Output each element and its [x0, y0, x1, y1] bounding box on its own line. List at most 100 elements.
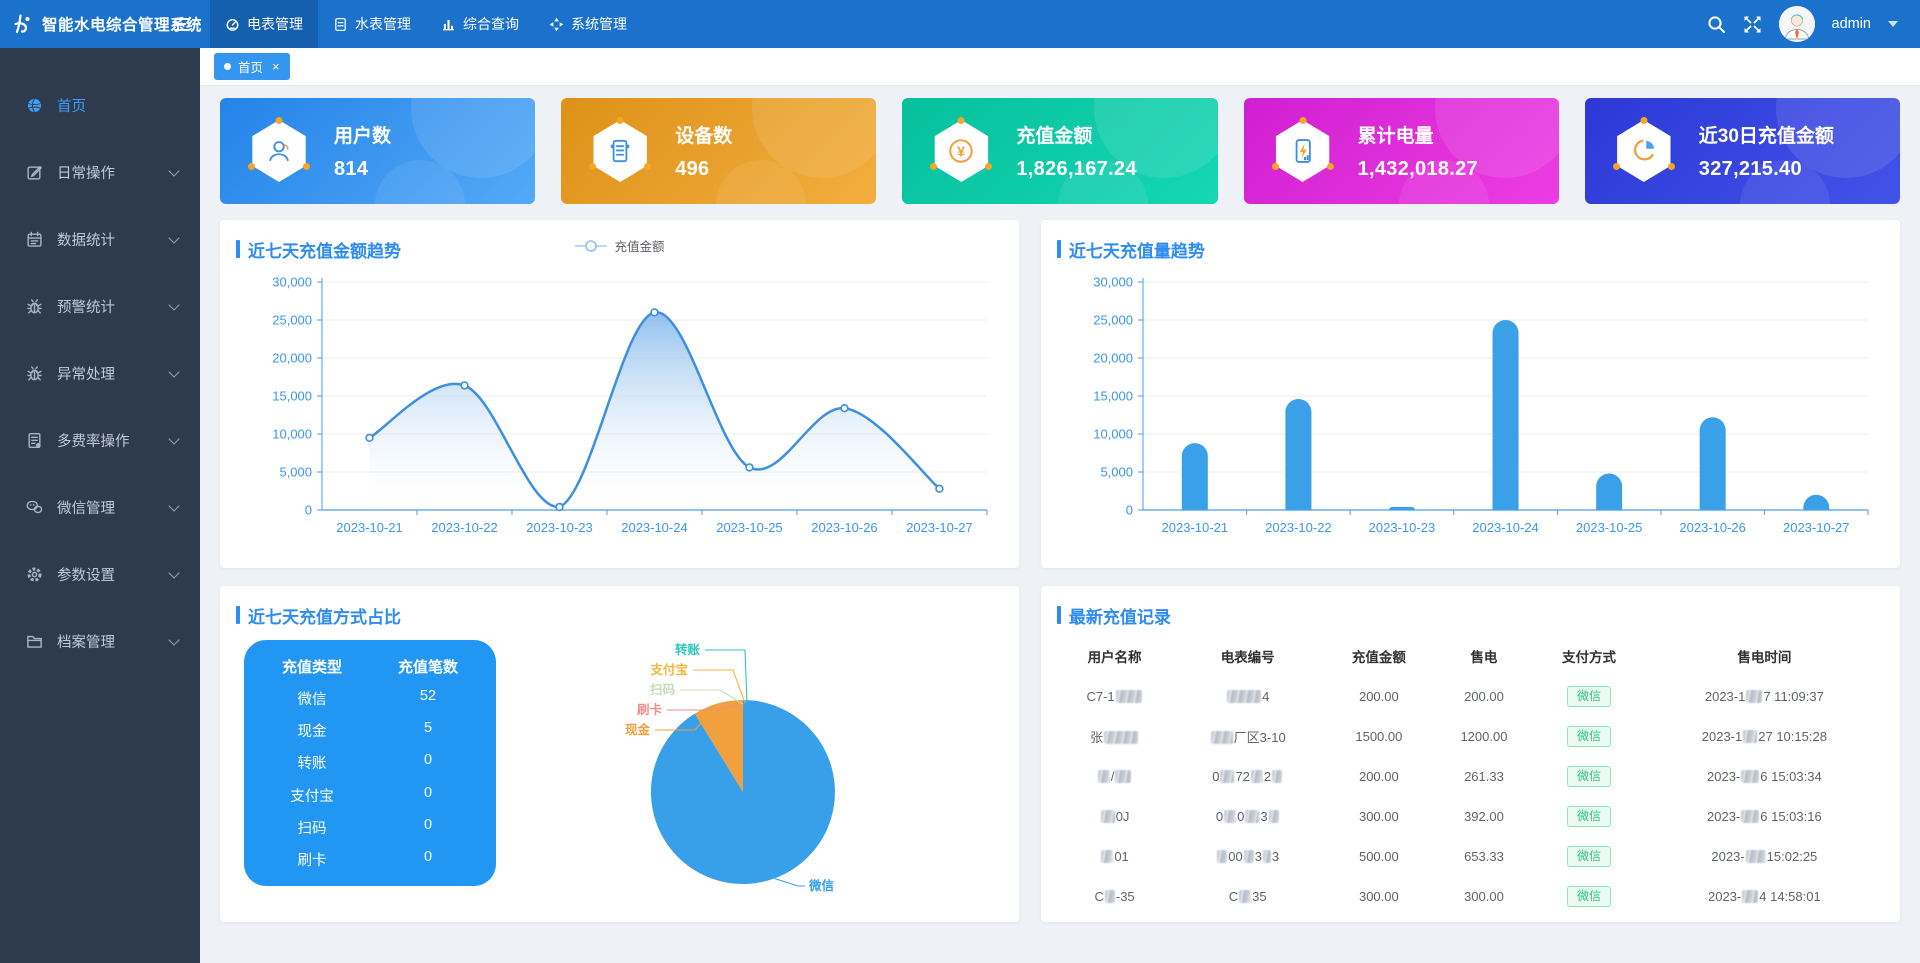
svg-text:2023-10-27: 2023-10-27 — [906, 520, 972, 535]
svg-text:2023-10-26: 2023-10-26 — [811, 520, 877, 535]
pay-method-badge: 微信 — [1567, 805, 1612, 827]
stat-card-value: 496 — [675, 158, 710, 180]
stat-card-label: 充值金额 — [1016, 126, 1093, 147]
title-bar-accent — [236, 240, 240, 258]
cell-meter: 4 — [1172, 676, 1323, 716]
svg-text:10,000: 10,000 — [272, 426, 312, 441]
redacted-text — [1741, 809, 1760, 823]
redacted-text — [1227, 689, 1262, 703]
cell-pay: 微信 — [1533, 796, 1644, 836]
redacted-text — [1742, 889, 1759, 903]
sidebar-collapse-button[interactable] — [174, 0, 196, 48]
svg-text:2023-10-25: 2023-10-25 — [716, 520, 782, 535]
recharge-type-row: 微信 52 — [297, 688, 437, 709]
redacted-text — [1220, 769, 1235, 783]
home-icon — [26, 97, 43, 114]
doc-icon — [26, 432, 43, 449]
user-menu-caret-icon[interactable] — [1888, 21, 1898, 27]
sidebar-item-5[interactable]: 多费率操作 — [0, 407, 200, 474]
fullscreen-icon[interactable] — [1743, 15, 1762, 34]
cell-time: 2023- 4 14:58:01 — [1708, 888, 1821, 904]
bar-chart-title: 近七天充值量趋势 — [1068, 241, 1205, 261]
chevron-down-icon — [168, 499, 180, 512]
tab-bar: 首页 × — [200, 48, 1920, 86]
redacted-text — [1268, 809, 1279, 823]
recharge-type-row: 现金 5 — [297, 720, 433, 741]
tab-home-label: 首页 — [238, 61, 264, 75]
cell-pay: 微信 — [1533, 716, 1644, 756]
svg-text:2023-10-21: 2023-10-21 — [336, 520, 402, 535]
cell-user: / — [1057, 756, 1172, 796]
svg-text:2023-10-24: 2023-10-24 — [1472, 520, 1539, 535]
cell-amount: 300.00 — [1358, 888, 1399, 904]
meter-icon — [225, 17, 240, 32]
cell-sold: 1200.00 — [1460, 728, 1508, 744]
avatar[interactable] — [1778, 6, 1815, 42]
devices-icon — [589, 117, 652, 182]
stat-card-label: 用户数 — [334, 126, 392, 147]
sidebar-item-label: 预警统计 — [57, 300, 115, 316]
svg-text:扫码: 扫码 — [650, 682, 675, 697]
sidebar-item-7[interactable]: 参数设置 — [0, 541, 200, 608]
sidebar-item-0[interactable]: 首页 — [0, 72, 200, 139]
recharge-type-row: 刷卡 0 — [297, 848, 433, 869]
cell-amount: 200.00 — [1358, 768, 1399, 784]
redacted-text — [1746, 689, 1763, 703]
stat-card-0: 用户数 814 — [220, 98, 536, 204]
bar-chart: 0 5,000 10,000 15,000 20,000 25,000 30,000 2023… — [1093, 275, 1869, 535]
sidebar-item-label: 档案管理 — [57, 635, 115, 651]
recharge-type-row: 扫码 0 — [297, 816, 433, 837]
cell-pay: 微信 — [1533, 676, 1644, 716]
stat-card-2: ¥ 充值金额 1,826,167.24 — [902, 98, 1218, 204]
title-bar-accent — [236, 606, 240, 624]
app-title: 智能水电综合管理系统 — [42, 17, 203, 34]
svg-text:2023-10-22: 2023-10-22 — [1265, 520, 1332, 535]
tab-home[interactable]: 首页 × — [214, 53, 290, 80]
records-col-header: 电表编号 — [1220, 650, 1275, 665]
table-row: / 0 72 2 200.00 261.33 微信 2023- 6 15:03:34 — [1057, 756, 1884, 796]
redacted-text — [1224, 809, 1237, 823]
wechat-icon — [26, 499, 43, 516]
svg-text:微信: 微信 — [808, 878, 835, 893]
topnav-item-2[interactable]: 综合查询 — [426, 0, 534, 48]
cell-time: 2023- 6 15:03:34 — [1707, 768, 1822, 784]
stat-card-label: 累计电量 — [1357, 126, 1434, 147]
archive-icon — [26, 633, 43, 650]
username[interactable]: admin — [1831, 16, 1872, 32]
svg-text:刷卡: 刷卡 — [637, 702, 663, 717]
cell-user: C -35 — [1094, 888, 1135, 904]
sidebar-item-6[interactable]: 微信管理 — [0, 474, 200, 541]
line-chart-panel: 近七天充值金额趋势 充值金额 0 5,000 10,000 15,000 20,000 2… — [220, 220, 1019, 568]
sidebar-item-4[interactable]: 异常处理 — [0, 340, 200, 407]
bug-icon — [26, 365, 43, 382]
topnav-item-3[interactable]: 系统管理 — [534, 0, 642, 48]
stat-card-label: 近30日充值金额 — [1698, 126, 1834, 147]
redacted-text — [1100, 809, 1115, 823]
sidebar-item-1[interactable]: 日常操作 — [0, 139, 200, 206]
recharge-type-row: 转账 0 — [297, 752, 433, 773]
bar-chart-icon — [441, 17, 456, 32]
legend-recharge-amount[interactable]: 充值金额 — [574, 236, 664, 255]
legend-line-marker-icon — [575, 239, 608, 252]
stat-card-4: 近30日充值金额 327,215.40 — [1584, 98, 1900, 204]
records-col-header: 用户名称 — [1087, 650, 1142, 665]
svg-text:0: 0 — [305, 502, 312, 517]
bug-icon — [26, 298, 43, 315]
search-icon[interactable] — [1707, 15, 1726, 34]
sidebar-item-2[interactable]: 数据统计 — [0, 206, 200, 273]
topnav-item-0[interactable]: 电表管理 — [210, 0, 318, 48]
top-nav: 电表管理 水表管理 综合查询 系统管理 — [210, 0, 642, 48]
system-icon — [549, 17, 564, 32]
sidebar-item-3[interactable]: 预警统计 — [0, 273, 200, 340]
legend-label: 充值金额 — [614, 240, 665, 254]
sidebar-item-label: 日常操作 — [57, 166, 115, 182]
tab-close-icon[interactable]: × — [272, 59, 280, 74]
redacted-text — [1245, 809, 1260, 823]
topnav-item-1[interactable]: 水表管理 — [318, 0, 426, 48]
pay-method-badge: 微信 — [1567, 845, 1612, 867]
redacted-text — [1250, 769, 1263, 783]
chevron-down-icon — [168, 164, 180, 177]
sidebar-item-8[interactable]: 档案管理 — [0, 608, 200, 675]
main-area: 首页 × 用户数 814 设备数 496 ¥ — [200, 0, 1920, 963]
